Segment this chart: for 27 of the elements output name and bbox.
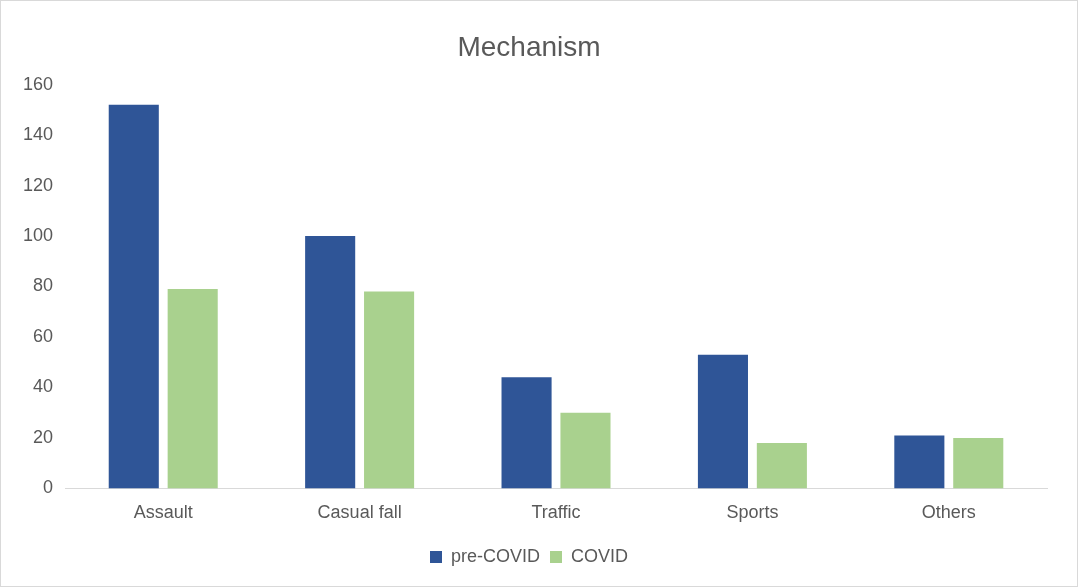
bar: [953, 437, 1004, 489]
y-tick-label: 100: [22, 224, 54, 245]
bar: [894, 435, 945, 489]
bar: [560, 412, 611, 489]
y-tick-label: 20: [33, 426, 54, 447]
x-tick-label: Assault: [133, 502, 193, 523]
x-tick-label: Sports: [726, 502, 779, 523]
bar: [108, 104, 159, 489]
y-tick-label: 0: [43, 477, 54, 498]
x-tick-label: Others: [921, 502, 976, 523]
bar: [501, 377, 552, 489]
legend-label: pre-COVID: [450, 545, 541, 566]
bar: [167, 289, 218, 489]
y-tick-label: 60: [33, 325, 54, 346]
x-tick-label: Traffic: [531, 502, 581, 523]
chart-title: Mechanism: [457, 30, 601, 62]
y-tick-label: 160: [22, 73, 54, 94]
legend-label: COVID: [571, 545, 629, 566]
y-tick-label: 120: [22, 174, 54, 195]
y-tick-label: 140: [22, 124, 54, 145]
bar: [364, 291, 415, 489]
bar: [305, 236, 356, 489]
x-tick-label: Casual fall: [317, 502, 402, 523]
y-tick-label: 40: [33, 376, 54, 397]
bar: [756, 442, 807, 489]
bar: [697, 354, 748, 489]
y-tick-label: 80: [33, 275, 54, 296]
